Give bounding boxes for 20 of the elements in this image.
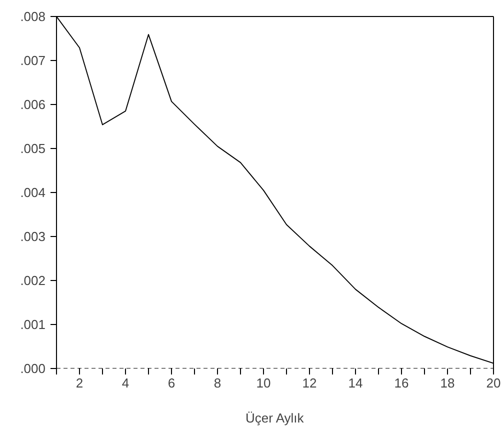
- x-tick-label: 14: [348, 376, 363, 390]
- x-tick-label: 8: [214, 376, 222, 390]
- y-tick-label: .000: [20, 361, 46, 376]
- x-tick-label: 20: [486, 376, 501, 390]
- x-axis-title: Üçer Aylık: [246, 410, 304, 426]
- y-tick-label: .003: [20, 229, 46, 244]
- y-tick-label: .005: [20, 141, 46, 156]
- x-tick-label: 10: [256, 376, 271, 390]
- x-tick-label: 12: [302, 376, 317, 390]
- y-tick-label: .006: [20, 97, 46, 112]
- y-tick-label: .008: [20, 9, 46, 24]
- x-tick-label: 2: [76, 376, 84, 390]
- x-tick-label: 6: [168, 376, 176, 390]
- x-tick-label: 16: [394, 376, 409, 390]
- y-tick-label: .002: [20, 273, 46, 288]
- x-tick-label: 18: [440, 376, 455, 390]
- y-tick-label: .001: [20, 317, 46, 332]
- y-tick-label: .007: [20, 53, 46, 68]
- x-tick-label: 4: [122, 376, 130, 390]
- y-tick-label: .004: [20, 185, 46, 200]
